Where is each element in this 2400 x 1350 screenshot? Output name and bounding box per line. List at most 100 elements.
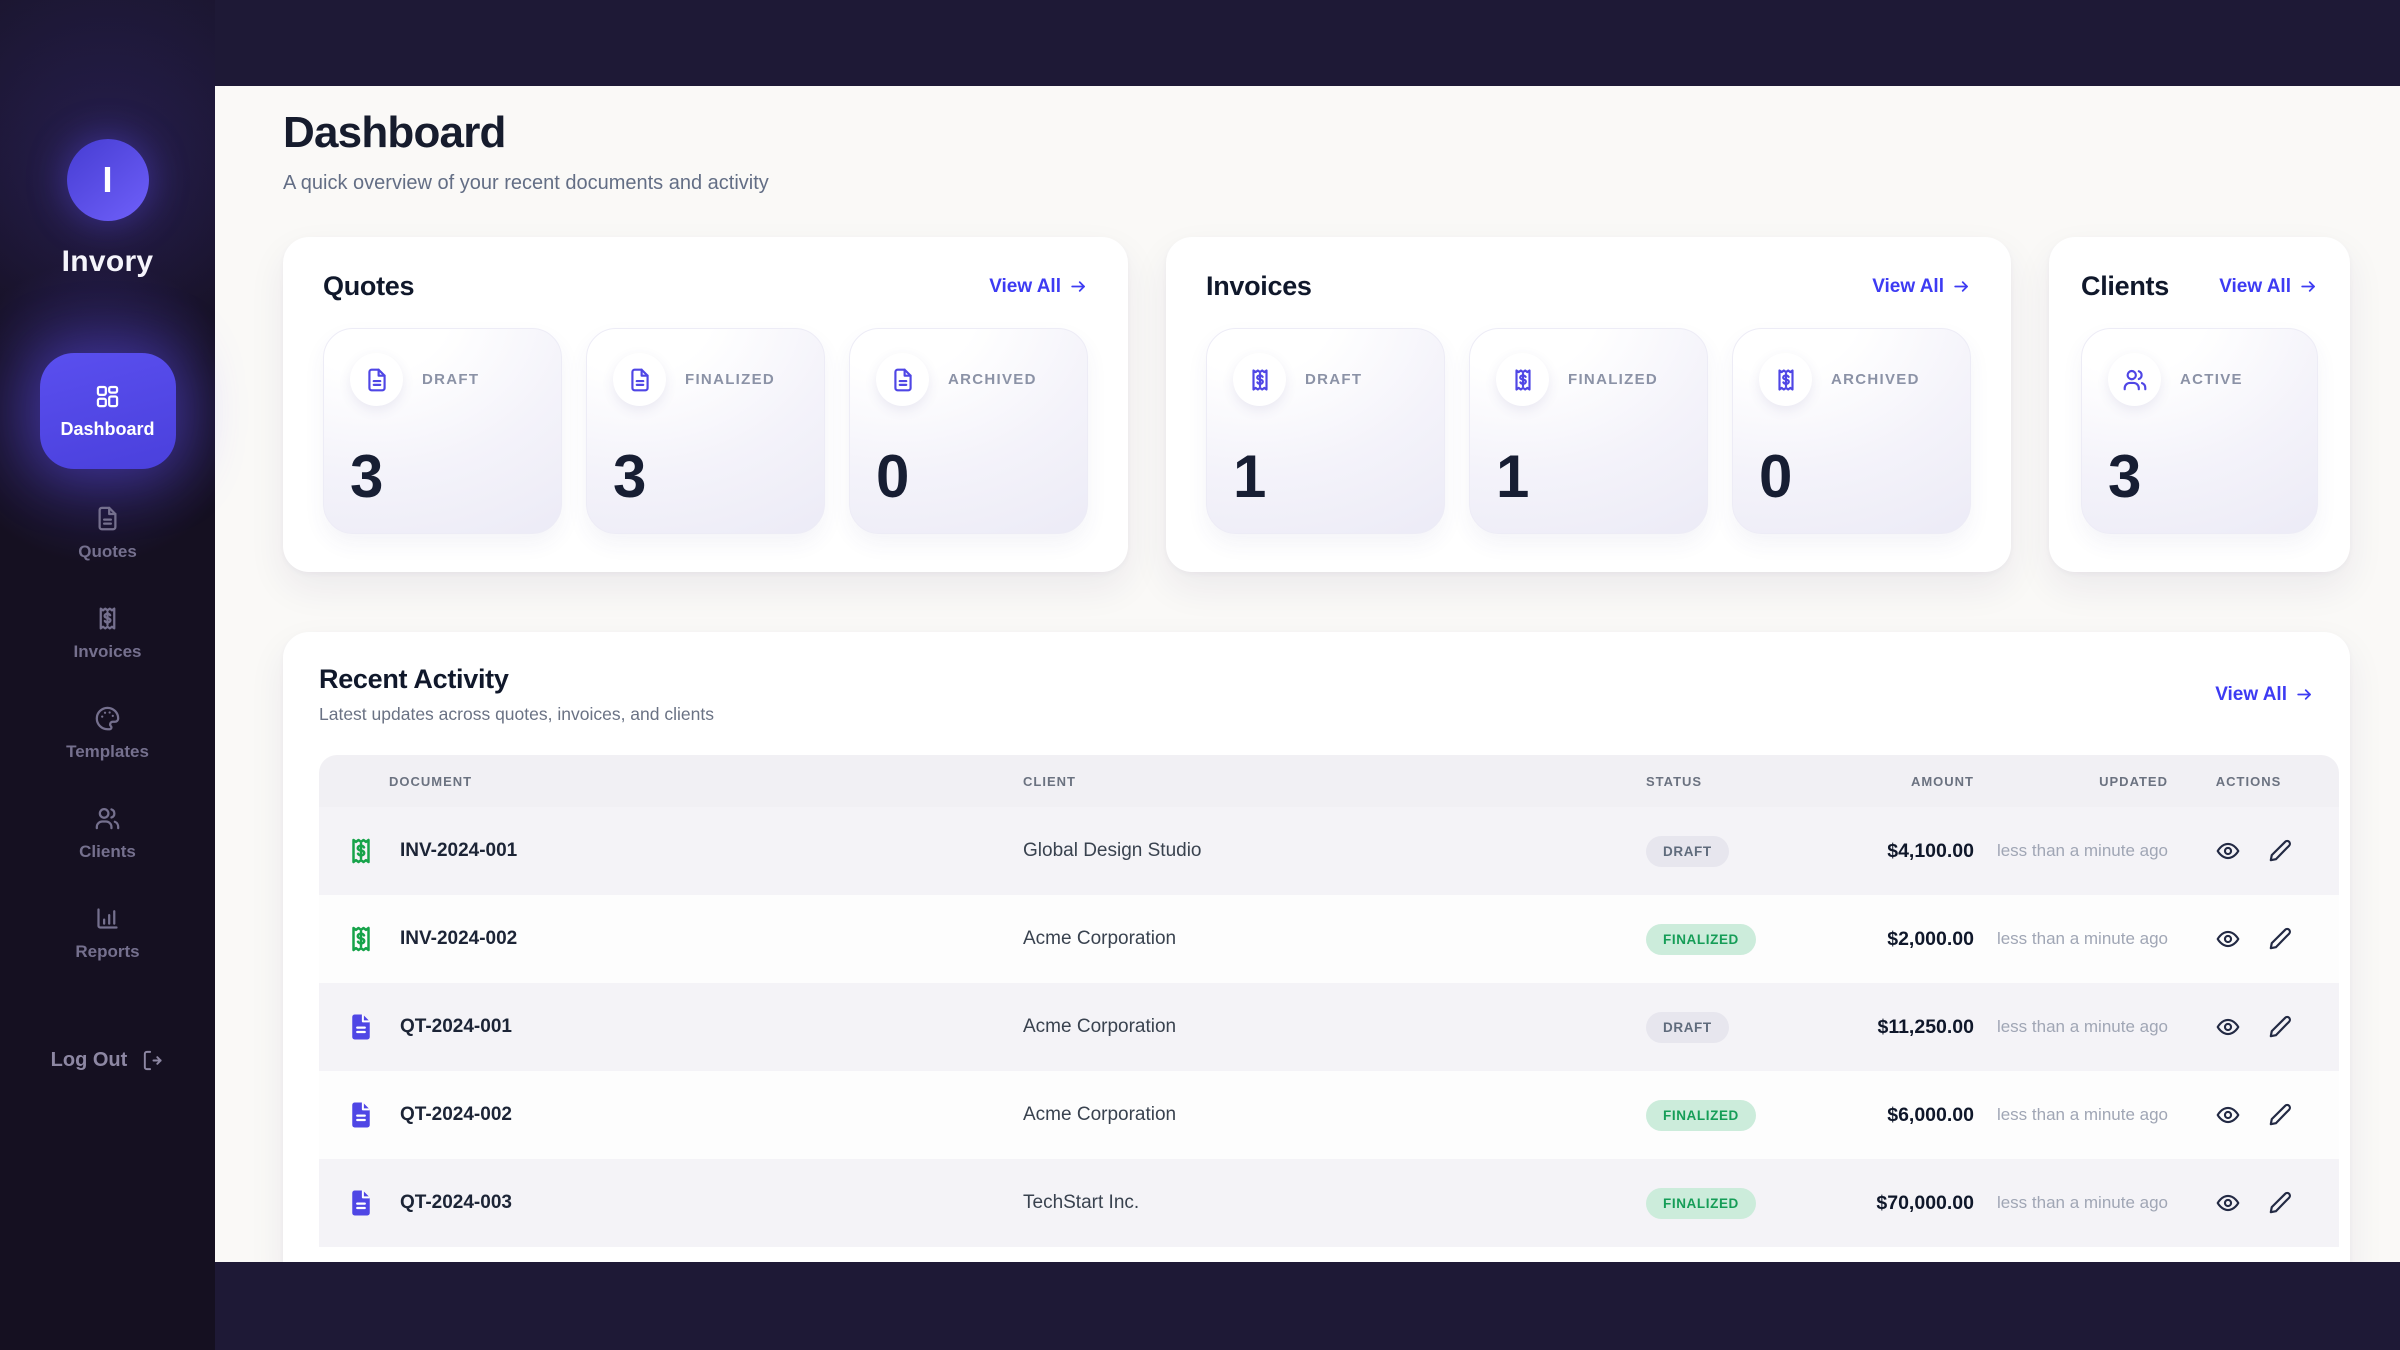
stat-tile-quotes-archived: ARCHIVED 0	[849, 328, 1088, 534]
receipt-icon	[1233, 353, 1286, 406]
column-header-client: CLIENT	[1023, 773, 1076, 789]
stat-label: FINALIZED	[1568, 371, 1659, 388]
tile-header: FINALIZED	[613, 353, 798, 406]
sidebar-item-reports[interactable]: Reports	[75, 905, 140, 962]
view-all-label: View All	[1872, 275, 1944, 297]
invoices-view-all-link[interactable]: View All	[1872, 276, 1971, 298]
view-button[interactable]	[2215, 1102, 2241, 1128]
edit-button[interactable]	[2267, 838, 2293, 864]
updated-cell: less than a minute ago	[1996, 840, 2168, 860]
amount-cell: $4,100.00	[1887, 839, 1974, 862]
stat-value: 3	[2108, 443, 2142, 510]
main-content: Dashboard A quick overview of your recen…	[215, 86, 2400, 1262]
sidebar-item-clients[interactable]: Clients	[79, 805, 136, 862]
stat-tile-quotes-draft: DRAFT 3	[323, 328, 562, 534]
client-cell: Acme Corporation	[1023, 1104, 1177, 1125]
invoices-card-title: Invoices	[1206, 271, 1312, 301]
status-cell: FINALIZED	[1646, 1187, 1799, 1219]
actions-cell	[2168, 1014, 2339, 1040]
table-row: QT-2024-002 Acme Corporation FINALIZED $…	[319, 1071, 2339, 1159]
tile-header: DRAFT	[1233, 353, 1418, 406]
clients-card-title: Clients	[2081, 271, 2169, 301]
edit-button[interactable]	[2267, 926, 2293, 952]
tile-header: ACTIVE	[2108, 353, 2291, 406]
tile-header: ARCHIVED	[876, 353, 1061, 406]
actions-cell	[2168, 1190, 2339, 1216]
sidebar-item-quotes[interactable]: Quotes	[78, 505, 137, 562]
eye-icon	[2216, 1018, 2239, 1036]
clients-view-all-link[interactable]: View All	[2219, 276, 2318, 298]
pencil-icon	[2269, 1191, 2291, 1214]
amount-cell: $11,250.00	[1877, 1015, 1974, 1038]
sidebar-item-label: Invoices	[73, 642, 142, 661]
document-cell: INV-2024-002	[319, 924, 1023, 954]
users-icon	[2108, 353, 2161, 406]
quote-file-icon	[346, 1188, 376, 1218]
document-id: QT-2024-002	[400, 1104, 512, 1125]
edit-button[interactable]	[2267, 1190, 2293, 1216]
stat-value: 3	[350, 443, 384, 510]
stat-value: 1	[1233, 443, 1267, 510]
pencil-icon	[2269, 839, 2291, 862]
quote-file-icon	[346, 1100, 376, 1130]
recent-activity-subtitle: Latest updates across quotes, invoices, …	[319, 704, 714, 724]
table-row: INV-2024-001 Global Design Studio DRAFT …	[319, 807, 2339, 895]
sidebar-item-dashboard[interactable]: Dashboard	[39, 353, 176, 469]
quotes-card: Quotes View All DRAFT 3	[283, 237, 1128, 572]
sidebar: I Invory Dashboard Quotes Invoices Templ…	[0, 0, 215, 1350]
stat-label: DRAFT	[1305, 371, 1363, 388]
eye-icon	[2216, 1106, 2239, 1124]
client-cell: TechStart Inc.	[1023, 1192, 1140, 1213]
amount-cell: $70,000.00	[1876, 1191, 1974, 1214]
sidebar-item-label: Templates	[66, 742, 149, 761]
file-text-icon	[876, 353, 929, 406]
actions-cell	[2168, 926, 2339, 952]
arrow-right-icon	[2297, 689, 2311, 700]
column-header-actions: ACTIONS	[2215, 773, 2282, 789]
summary-cards-row: Quotes View All DRAFT 3	[283, 237, 2350, 572]
sidebar-item-label: Dashboard	[60, 418, 155, 439]
file-text-icon	[350, 353, 403, 406]
table-row: QT-2024-003 TechStart Inc. FINALIZED $70…	[319, 1159, 2339, 1247]
document-cell: QT-2024-001	[319, 1012, 1023, 1042]
invoice-receipt-icon	[346, 836, 376, 866]
activity-view-all-link[interactable]: View All	[2215, 684, 2314, 706]
table-row: QT-2024-001 Acme Corporation DRAFT $11,2…	[319, 983, 2339, 1071]
edit-button[interactable]	[2267, 1014, 2293, 1040]
view-button[interactable]	[2215, 838, 2241, 864]
quotes-stat-tiles: DRAFT 3 FINALIZED 3 AR	[323, 328, 1088, 534]
invoices-card-header: Invoices View All	[1206, 271, 1971, 302]
view-button[interactable]	[2215, 1190, 2241, 1216]
clients-card-header: Clients View All	[2081, 271, 2318, 302]
stat-value: 0	[876, 443, 910, 510]
tile-header: DRAFT	[350, 353, 535, 406]
document-cell: QT-2024-002	[319, 1100, 1023, 1130]
quotes-card-header: Quotes View All	[323, 271, 1088, 302]
stat-tile-invoices-finalized: FINALIZED 1	[1469, 328, 1708, 534]
status-cell: DRAFT	[1646, 1011, 1799, 1043]
updated-cell: less than a minute ago	[1996, 1016, 2168, 1036]
document-id: INV-2024-002	[400, 928, 518, 949]
view-button[interactable]	[2215, 926, 2241, 952]
stat-label: ARCHIVED	[1831, 371, 1920, 388]
recent-activity-panel: Recent Activity Latest updates across qu…	[283, 632, 2350, 1262]
edit-button[interactable]	[2267, 1102, 2293, 1128]
stat-label: FINALIZED	[685, 371, 776, 388]
document-id: QT-2024-001	[400, 1016, 512, 1037]
status-cell: DRAFT	[1646, 835, 1799, 867]
quotes-view-all-link[interactable]: View All	[989, 276, 1088, 298]
stat-label: ARCHIVED	[948, 371, 1037, 388]
updated-cell: less than a minute ago	[1996, 1104, 2168, 1124]
sidebar-nav: Dashboard Quotes Invoices Templates Clie…	[0, 353, 215, 1005]
logout-button[interactable]: Log Out	[51, 1049, 165, 1072]
document-cell: QT-2024-003	[319, 1188, 1023, 1218]
sidebar-item-templates[interactable]: Templates	[66, 705, 149, 762]
recent-activity-title: Recent Activity	[319, 664, 509, 694]
arrow-right-icon	[2301, 281, 2315, 292]
bar-chart-icon	[97, 908, 118, 929]
view-button[interactable]	[2215, 1014, 2241, 1040]
sidebar-item-invoices[interactable]: Invoices	[73, 605, 142, 662]
view-all-label: View All	[989, 275, 1061, 297]
recent-activity-titles: Recent Activity Latest updates across qu…	[319, 664, 714, 725]
